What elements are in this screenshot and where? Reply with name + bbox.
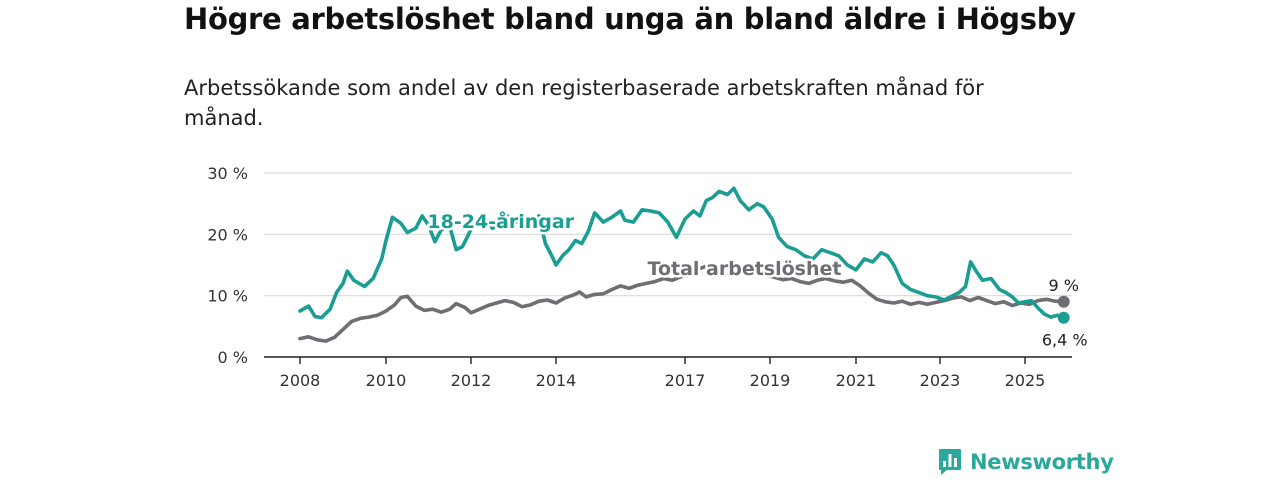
- chart-subtitle: Arbetssökande som andel av den registerb…: [184, 76, 984, 130]
- x-tick-label: 2017: [665, 371, 706, 390]
- line-chart: 0 % 10 % 20 % 30 % 2008 2010 2012 2014 2017 2019 2…: [207, 164, 1090, 390]
- series-name-label: 18-24-åringar: [427, 209, 574, 233]
- series-labels: 18-24-åringar Total arbetslöshet 9 % 6,4 %: [425, 207, 1090, 352]
- x-tick-label: 2010: [366, 371, 407, 390]
- brand-name: Newsworthy: [970, 450, 1114, 474]
- y-tick-label: 10 %: [207, 287, 248, 306]
- x-tick-label: 2021: [836, 371, 877, 390]
- x-tick-label: 2008: [280, 371, 321, 390]
- axes: 0 % 10 % 20 % 30 % 2008 2010 2012 2014 2017 2019 2…: [207, 164, 1072, 390]
- series-line: [298, 262, 1066, 343]
- end-value-label: 6,4 %: [1042, 331, 1088, 350]
- end-value-label: 9 %: [1048, 276, 1078, 295]
- brand-logo[interactable]: Newsworthy: [938, 448, 1114, 476]
- series-end-marker: [1057, 295, 1070, 308]
- x-tick-label: 2025: [1005, 371, 1046, 390]
- y-tick-label: 0 %: [218, 348, 248, 367]
- newsworthy-logo-icon: [939, 449, 961, 475]
- y-tick-label: 30 %: [207, 164, 248, 183]
- x-tick-label: 2023: [920, 371, 961, 390]
- x-tick-label: 2019: [750, 371, 791, 390]
- series-line: [298, 186, 1066, 320]
- series-end-marker: [1057, 311, 1070, 324]
- chart-title: Högre arbetslöshet bland unga än bland ä…: [184, 2, 1076, 36]
- series-lines: [298, 186, 1070, 343]
- x-tick-label: 2012: [451, 371, 492, 390]
- x-tick-label: 2014: [536, 371, 577, 390]
- y-tick-label: 20 %: [207, 225, 248, 244]
- series-name-label: Total arbetslöshet: [648, 258, 842, 280]
